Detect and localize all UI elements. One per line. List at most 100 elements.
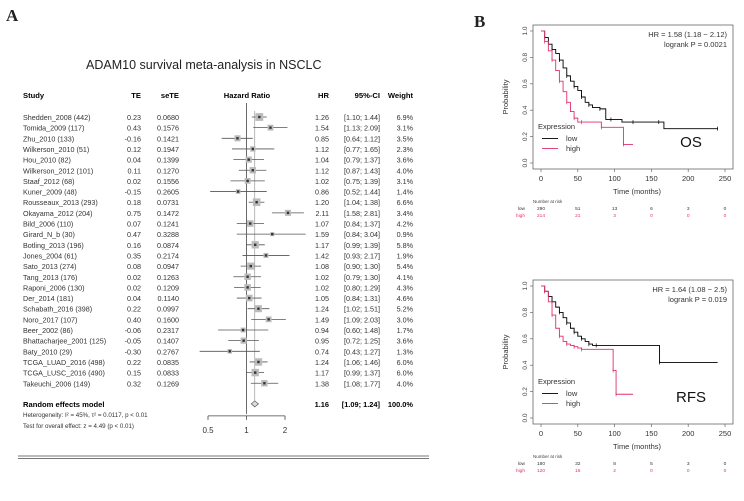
sete-value: 0.0731 <box>157 198 179 207</box>
sete-value: 0.0947 <box>157 262 179 271</box>
hr-value: 1.02 <box>315 283 329 292</box>
forest-plot: ADAM10 survival meta-analysis in NSCLC St… <box>18 58 429 459</box>
ci-value: [1.08; 1.77] <box>344 379 380 388</box>
risk-table-title: Number at risk <box>533 454 563 459</box>
column-header-study: Study <box>23 91 45 100</box>
point-estimate <box>254 243 257 246</box>
hr-value: 1.04 <box>315 156 329 165</box>
weight-value: 6.9% <box>397 113 414 122</box>
table-row: Beer_2002 (86) -0.06 0.2317 0.94 [0.60; 1.48… <box>23 326 414 335</box>
overall-test-text: Test for overall effect: z = 4.49 (p < 0… <box>23 423 134 430</box>
te-value: 0.40 <box>127 315 141 324</box>
weight-value: 4.2% <box>397 220 414 229</box>
study-name: Raponi_2006 (130) <box>23 283 85 292</box>
sete-value: 0.2605 <box>157 188 179 197</box>
heterogeneity-text: Heterogeneity: I² = 45%, τ² = 0.0117, p … <box>23 412 148 419</box>
sete-value: 0.1209 <box>157 283 179 292</box>
risk-value: 32 <box>575 461 581 467</box>
column-header-hazard-ratio: Hazard Ratio <box>224 91 271 100</box>
study-name: Der_2014 (181) <box>23 294 73 303</box>
survival-curve-low <box>541 285 718 364</box>
ci-value: [0.87; 1.43] <box>344 166 380 175</box>
study-name: TCGA_LUSC_2016 (490) <box>23 369 105 378</box>
sete-value: 0.0680 <box>157 113 179 122</box>
sete-value: 0.0833 <box>157 369 179 378</box>
table-row: Raponi_2006 (130) 0.02 0.1209 1.02 [0.80; 1.… <box>23 283 414 292</box>
te-value: 0.08 <box>127 262 141 271</box>
risk-value: 0 <box>650 213 653 219</box>
weight-value: 3.6% <box>397 337 414 346</box>
risk-row-label: low <box>518 206 526 212</box>
risk-value: 6 <box>650 206 653 212</box>
table-row: Zhu_2010 (133) -0.16 0.1421 0.85 [0.64; 1.12… <box>23 134 414 143</box>
te-value: 0.02 <box>127 177 141 186</box>
table-row: Noro_2017 (107) 0.40 0.1600 1.49 [1.09; 2.03… <box>23 315 414 324</box>
study-name: Takeuchi_2006 (149) <box>23 379 90 388</box>
risk-value: 0 <box>724 206 727 212</box>
study-name: Bild_2006 (110) <box>23 220 73 229</box>
risk-value: 0 <box>650 468 653 474</box>
ci-value: [0.60; 1.48] <box>344 326 380 335</box>
sete-value: 0.1270 <box>157 166 179 175</box>
column-header-ci: 95%-CI <box>355 91 380 100</box>
plot-frame <box>532 279 734 425</box>
x-tick-label: 50 <box>574 429 582 438</box>
study-name: Baty_2010 (29) <box>23 347 72 356</box>
ci-value: [0.64; 1.12] <box>344 134 380 143</box>
legend-label-low: low <box>566 389 578 398</box>
y-tick-label: 0.8 <box>522 53 529 62</box>
risk-value: 5 <box>650 461 653 467</box>
te-value: 0.16 <box>127 241 141 250</box>
weight-value: 4.1% <box>397 273 414 282</box>
study-name: Okayama_2012 (204) <box>23 209 93 218</box>
ci-value: [0.93; 2.17] <box>344 251 380 260</box>
weight-value: 0.9% <box>397 230 414 239</box>
ci-value: [0.99; 1.37] <box>344 369 380 378</box>
te-value: 0.15 <box>127 369 141 378</box>
hr-value: 0.85 <box>315 134 329 143</box>
sete-value: 0.2767 <box>157 347 179 356</box>
sete-value: 0.2317 <box>157 326 179 335</box>
table-row: Jones_2004 (61) 0.35 0.2174 1.42 [0.93; 2.17… <box>23 251 414 260</box>
table-row: Schabath_2016 (398) 0.22 0.0997 1.24 [1.02; … <box>23 305 414 314</box>
point-estimate <box>257 307 260 310</box>
sete-value: 0.2174 <box>157 251 179 260</box>
table-row: Tomida_2009 (117) 0.43 0.1576 1.54 [1.13; 2.… <box>23 124 414 133</box>
risk-value: 3 <box>613 213 616 219</box>
y-tick-label: 1.0 <box>522 281 529 290</box>
x-tick-label: 0 <box>539 174 543 183</box>
hr-value: 1.07 <box>315 220 329 229</box>
weight-value: 3.6% <box>397 156 414 165</box>
te-value: -0.16 <box>125 134 141 143</box>
y-tick-label: 0.2 <box>522 132 529 141</box>
sete-value: 0.0997 <box>157 305 179 314</box>
ci-value: [0.79; 1.30] <box>344 273 380 282</box>
study-name: Hou_2010 (82) <box>23 156 71 165</box>
hr-value: 0.86 <box>315 188 329 197</box>
y-tick-label: 0.4 <box>522 360 529 369</box>
table-row: Baty_2010 (29) -0.30 0.2767 0.74 [0.43; 1.27… <box>23 347 414 356</box>
risk-row-label: high <box>516 213 525 219</box>
weight-value: 6.0% <box>397 369 414 378</box>
plot-frame <box>532 24 734 170</box>
risk-row-label: low <box>518 461 526 467</box>
hazard-ratio-text: HR = 1.64 (1.08 − 2.5) <box>652 285 727 294</box>
endpoint-label: RFS <box>676 389 706 406</box>
weight-value: 5.8% <box>397 241 414 250</box>
sete-value: 0.1399 <box>157 156 179 165</box>
sete-value: 0.3288 <box>157 230 179 239</box>
table-row: Sato_2013 (274) 0.08 0.0947 1.08 [0.90; 1.30… <box>23 262 414 271</box>
legend-label-high: high <box>566 144 580 153</box>
x-tick-label: 0 <box>539 429 543 438</box>
x-tick-label: 2 <box>283 426 288 435</box>
te-value: 0.22 <box>127 305 141 314</box>
risk-value: 21 <box>575 213 581 219</box>
te-value: 0.04 <box>127 156 141 165</box>
study-name: Schabath_2016 (398) <box>23 305 92 314</box>
weight-value: 4.0% <box>397 379 414 388</box>
ci-value: [1.06; 1.46] <box>344 358 380 367</box>
point-estimate <box>254 371 257 374</box>
ci-value: [0.84; 3.04] <box>344 230 380 239</box>
point-estimate <box>246 179 249 183</box>
